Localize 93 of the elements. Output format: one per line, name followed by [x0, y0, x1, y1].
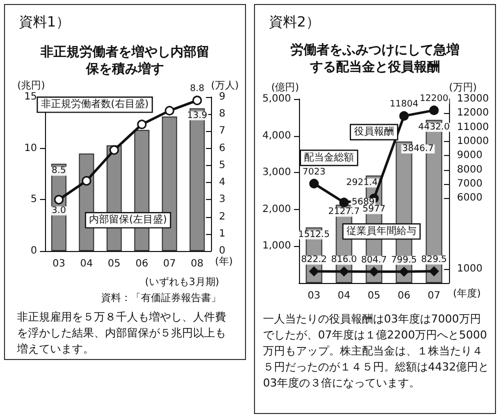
data-label: 822.2 [301, 255, 327, 266]
y2-tick-label: 7 [219, 126, 226, 137]
point [192, 96, 202, 106]
point [309, 178, 319, 188]
y2-tick-label: 1000 [457, 263, 482, 274]
x-tick-label: 05 [108, 258, 121, 270]
text: 一人当たりの役員報酬は03年度は7000万円でしたが、07年度は１億2200万円へと5000万円もアップ。株主配当金は、１株当たり４５円だったのが１４５円。総額は4432億円と03年度の３倍になっています。 [263, 312, 489, 390]
text: 非正規雇用を５万８千人も増やし、人件費を浮かした結果、内部留保が５兆円以上も増えています。 [16, 310, 226, 356]
point [339, 198, 349, 208]
data-label: 799.5 [391, 255, 417, 266]
bar [162, 116, 178, 251]
y-tick-label: 5 [30, 194, 37, 206]
point [339, 266, 349, 276]
data-label: 8.5 [52, 166, 66, 176]
data-label: 5977 [362, 204, 386, 215]
x-tick-label: 06 [398, 290, 410, 302]
point [429, 266, 439, 276]
x-tick-label: 04 [338, 290, 350, 302]
y2-tick-label: 7000 [457, 178, 482, 190]
y-tick-label: 2,000 [262, 204, 291, 215]
series-label: 役員報酬 [354, 126, 394, 138]
text: 資料1） [19, 14, 70, 30]
y2-tick-label: 1 [219, 228, 226, 240]
data-label: 13.9 [187, 110, 208, 121]
point [429, 106, 439, 116]
y2-tick-label: 0 [219, 246, 226, 256]
x-tick-label: 06 [135, 258, 148, 270]
x-axis-title: (年) [215, 256, 233, 268]
y2-tick-label: 9000 [457, 150, 482, 162]
data-label: 1512.5 [298, 230, 330, 240]
y-tick-label: 3,000 [262, 167, 291, 178]
x-tick-label: 08 [190, 258, 204, 270]
series-label: 非正規労働者数(右目盛) [40, 98, 149, 110]
point [309, 266, 319, 276]
point [399, 266, 409, 276]
x-tick-label: 03 [52, 258, 66, 270]
point [399, 111, 409, 121]
y2-tick-label: 5 [219, 160, 226, 171]
y2-tick-label: 13000 [457, 94, 489, 104]
series-label: 内部留保(左目盛) [89, 214, 167, 226]
y-axis-title: (兆円) [17, 80, 46, 92]
data-label: 8.8 [190, 84, 205, 94]
y2-tick-label: 6000 [457, 192, 482, 204]
bar [190, 108, 205, 251]
text: 従業員年間給与 [346, 224, 416, 237]
y2-tick-label: 9 [219, 92, 226, 102]
point [137, 120, 147, 130]
y2-tick-label: 8000 [457, 164, 482, 176]
data-label: 4432.0 [418, 122, 450, 132]
y-tick-label: 15 [24, 92, 37, 102]
data-label: 3.0 [52, 206, 66, 216]
y-tick-label: 0 [30, 246, 37, 256]
x-tick-label: 07 [428, 290, 440, 302]
y-tick-label: 4,000 [262, 130, 291, 142]
point [82, 176, 92, 186]
y2-tick-label: 4 [219, 177, 226, 188]
text: 資料2） [269, 14, 320, 30]
text: 資料：「有価証券報告書」 [101, 292, 221, 304]
y2-tick-label: 8 [219, 108, 226, 120]
y2-tick-label: 2 [219, 211, 226, 222]
x-tick-label: 03 [308, 290, 320, 302]
data-label: 3846.7 [402, 144, 434, 154]
chart-title: 労働者をふみつけにして急増する配当金と役員報酬 [290, 42, 460, 75]
y2-axis-title: (万円) [449, 82, 477, 94]
x-tick-label: 07 [163, 258, 176, 270]
data-label: 12200 [420, 94, 449, 104]
point [54, 194, 64, 204]
y2-tick-label: 11000 [457, 122, 489, 133]
data-label: 816.0 [331, 255, 358, 266]
y2-tick-label: 12000 [457, 108, 489, 119]
y-tick-label: 5,000 [262, 94, 291, 104]
point [109, 145, 119, 155]
text: (いずれも3月期) [145, 276, 220, 288]
y2-tick-label: 6 [219, 142, 226, 154]
chart-title: 非正規労働者を増やし内部留保を積み増す [40, 44, 210, 77]
x-tick-label: 04 [80, 258, 93, 270]
point [369, 266, 379, 276]
data-label: 7023 [302, 167, 326, 178]
data-label: 11804 [390, 100, 419, 110]
y2-tick-label: 10000 [457, 136, 489, 147]
data-label: 829.5 [421, 255, 447, 266]
y-axis-title: (億円) [271, 82, 300, 94]
y2-tick-label: 3 [219, 194, 226, 206]
x-tick-label: 05 [368, 290, 380, 302]
data-label: 2921.4 [346, 178, 378, 188]
data-label: 2127.7 [328, 207, 360, 218]
x-axis-title: (年度) [453, 288, 481, 300]
y2-axis-title: (万人) [211, 80, 239, 92]
series-label: 配当金総額 [304, 151, 354, 164]
data-label: 804.7 [361, 255, 387, 266]
y-tick-label: 10 [24, 142, 37, 154]
y-tick-label: 1,000 [262, 240, 291, 252]
point [164, 106, 174, 116]
